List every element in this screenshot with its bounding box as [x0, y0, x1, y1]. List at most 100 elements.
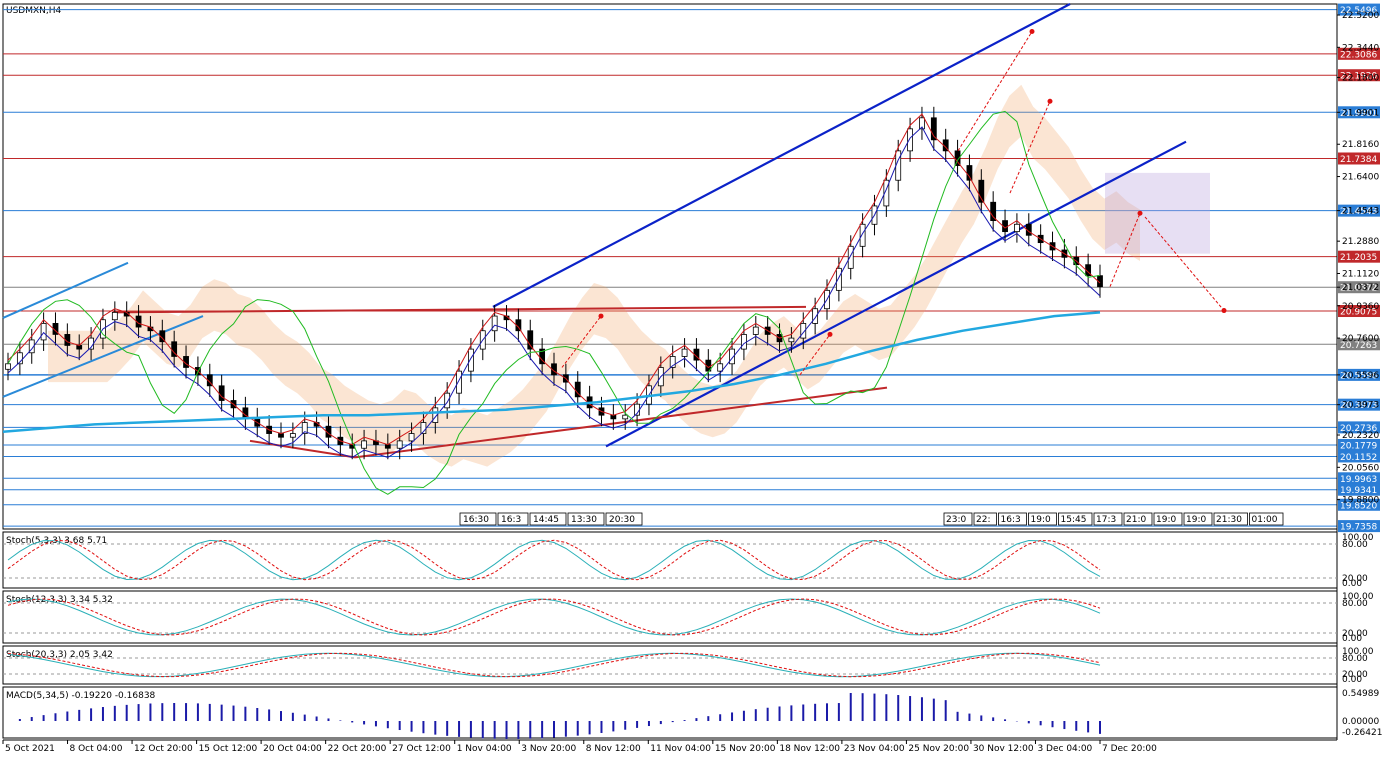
- level-label: 19.7358: [1340, 523, 1377, 533]
- candle-body: [444, 392, 451, 409]
- price-tick-label: 21.4543: [1342, 207, 1379, 217]
- level-label: 21.4543: [1340, 207, 1377, 217]
- candle-body: [1014, 223, 1020, 233]
- time-tick-label: 7 Dec 20:00: [1102, 744, 1157, 754]
- indicator-panes: Stoch(5,3,3) 3.68 5.71 100.0080.0020.000.…: [2, 531, 1382, 739]
- level-label: 22.1920: [1340, 72, 1377, 82]
- indicator-axis-label: 0.00: [1342, 675, 1362, 685]
- session-tag: 21:0: [1126, 515, 1146, 525]
- session-tag-box: [1213, 512, 1248, 526]
- candle-body: [788, 337, 795, 343]
- forecast-arrow: [957, 31, 1033, 152]
- level-label-box: [1338, 472, 1380, 485]
- candle-body: [278, 433, 284, 438]
- indicator-axis-label: 80.00: [1342, 540, 1368, 550]
- candle-body: [800, 323, 807, 339]
- candle-body: [301, 422, 308, 434]
- time-tick-label: 8 Oct 04:00: [70, 744, 123, 754]
- stoch-main-line: [7, 539, 1101, 581]
- stoch-signal-line: [7, 539, 1101, 581]
- candle-body: [491, 315, 498, 332]
- candle-body: [907, 128, 913, 152]
- session-tag: 16:3: [501, 515, 521, 525]
- candle-body: [752, 326, 759, 335]
- candle-body: [361, 440, 367, 449]
- session-tag: 21:30: [1216, 515, 1242, 525]
- candle-body: [468, 348, 474, 372]
- forecast-arrow: [1009, 101, 1051, 194]
- price-tick-label: 21.9901: [1342, 108, 1379, 118]
- candle-body: [622, 414, 629, 420]
- level-label-box: [1338, 281, 1380, 294]
- candle-body: [835, 267, 842, 291]
- indicator-axis-label: 100.00: [1342, 647, 1374, 657]
- candle-body: [610, 414, 617, 420]
- session-tag: 15:45: [1061, 515, 1087, 525]
- session-tag: 16:3: [1001, 515, 1021, 525]
- indicator-axis-label: 20.00: [1342, 670, 1368, 680]
- candle-body: [432, 407, 439, 423]
- level-label-box: [1338, 498, 1380, 511]
- level-label-box: [1338, 450, 1380, 463]
- chikou-line: [7, 110, 1101, 495]
- price-tick-label: 21.6400: [1342, 173, 1379, 183]
- level-label: 22.5496: [1340, 6, 1377, 16]
- session-tag-box: [605, 512, 643, 526]
- time-tick-label: 5 Oct 2021: [5, 744, 55, 754]
- level-label: 20.3973: [1340, 401, 1377, 411]
- candle-body: [669, 356, 676, 368]
- indicator-title: Stoch(20,3,3) 2.05 3.42: [6, 650, 113, 660]
- session-tags: 16:30 16:3 14:45 13:30 20:30 23:0 22: 16:3 19:0 1…: [459, 512, 1284, 526]
- time-tick-label: 27 Oct 12:00: [392, 744, 451, 754]
- indicator-axis-label: 100.00: [1342, 533, 1374, 543]
- indicator-axis-label: 20.00: [1342, 629, 1368, 639]
- stoch-signal-line: [7, 652, 1101, 678]
- session-tag: 14:45: [533, 515, 559, 525]
- level-label: 22.3086: [1340, 50, 1377, 60]
- cloud-future: [1105, 172, 1210, 254]
- light-trend-lower: [2, 315, 204, 398]
- forecast-arrow-head: [1221, 308, 1227, 314]
- level-label-box: [1338, 152, 1380, 165]
- level-label-box: [1338, 368, 1380, 381]
- level-label-box: [1338, 483, 1380, 496]
- price-tick-label: 22.1800: [1342, 73, 1379, 83]
- price-tick-label: 19.8800: [1342, 496, 1379, 506]
- session-tag-box: [1028, 512, 1057, 526]
- forecast-arrow-head: [1029, 29, 1035, 35]
- candle-body: [978, 179, 985, 203]
- session-tag-box: [1183, 512, 1213, 526]
- price-tick-label: 20.0560: [1342, 463, 1379, 473]
- level-label-box: [1338, 204, 1380, 217]
- level-label: 21.2035: [1340, 253, 1377, 263]
- session-tag: 13:30: [571, 515, 597, 525]
- candle-body: [990, 201, 997, 222]
- level-label-box: [1338, 106, 1380, 119]
- indicator-pane: [2, 645, 1338, 685]
- channel-lower: [605, 140, 1187, 448]
- stoch-main-line: [7, 652, 1101, 678]
- kijun-line: [7, 126, 1101, 458]
- session-tag-box: [1123, 512, 1153, 526]
- level-label: 21.0372: [1340, 284, 1377, 294]
- time-tick-label: 23 Nov 04:00: [844, 744, 905, 754]
- ema-fast-line: [7, 113, 1101, 446]
- candle-body: [883, 179, 890, 207]
- candle-body: [396, 440, 403, 449]
- time-tick-label: 20 Oct 04:00: [263, 744, 322, 754]
- candle-body: [919, 117, 925, 130]
- indicator-pane: [2, 686, 1338, 739]
- session-tag-box: [973, 512, 997, 526]
- forecast-arrow-head: [598, 313, 604, 319]
- level-label: 20.1152: [1340, 453, 1377, 463]
- level-label-box: [1338, 69, 1380, 82]
- candle-body: [76, 345, 83, 350]
- light-trend-upper: [2, 261, 129, 319]
- forecast-arrow: [799, 334, 831, 376]
- candle-body: [289, 433, 296, 438]
- level-label-box: [1338, 520, 1380, 533]
- slow-ma-line: [2, 311, 1101, 433]
- level-label: 20.1779: [1340, 441, 1377, 451]
- candles: [2, 106, 1103, 495]
